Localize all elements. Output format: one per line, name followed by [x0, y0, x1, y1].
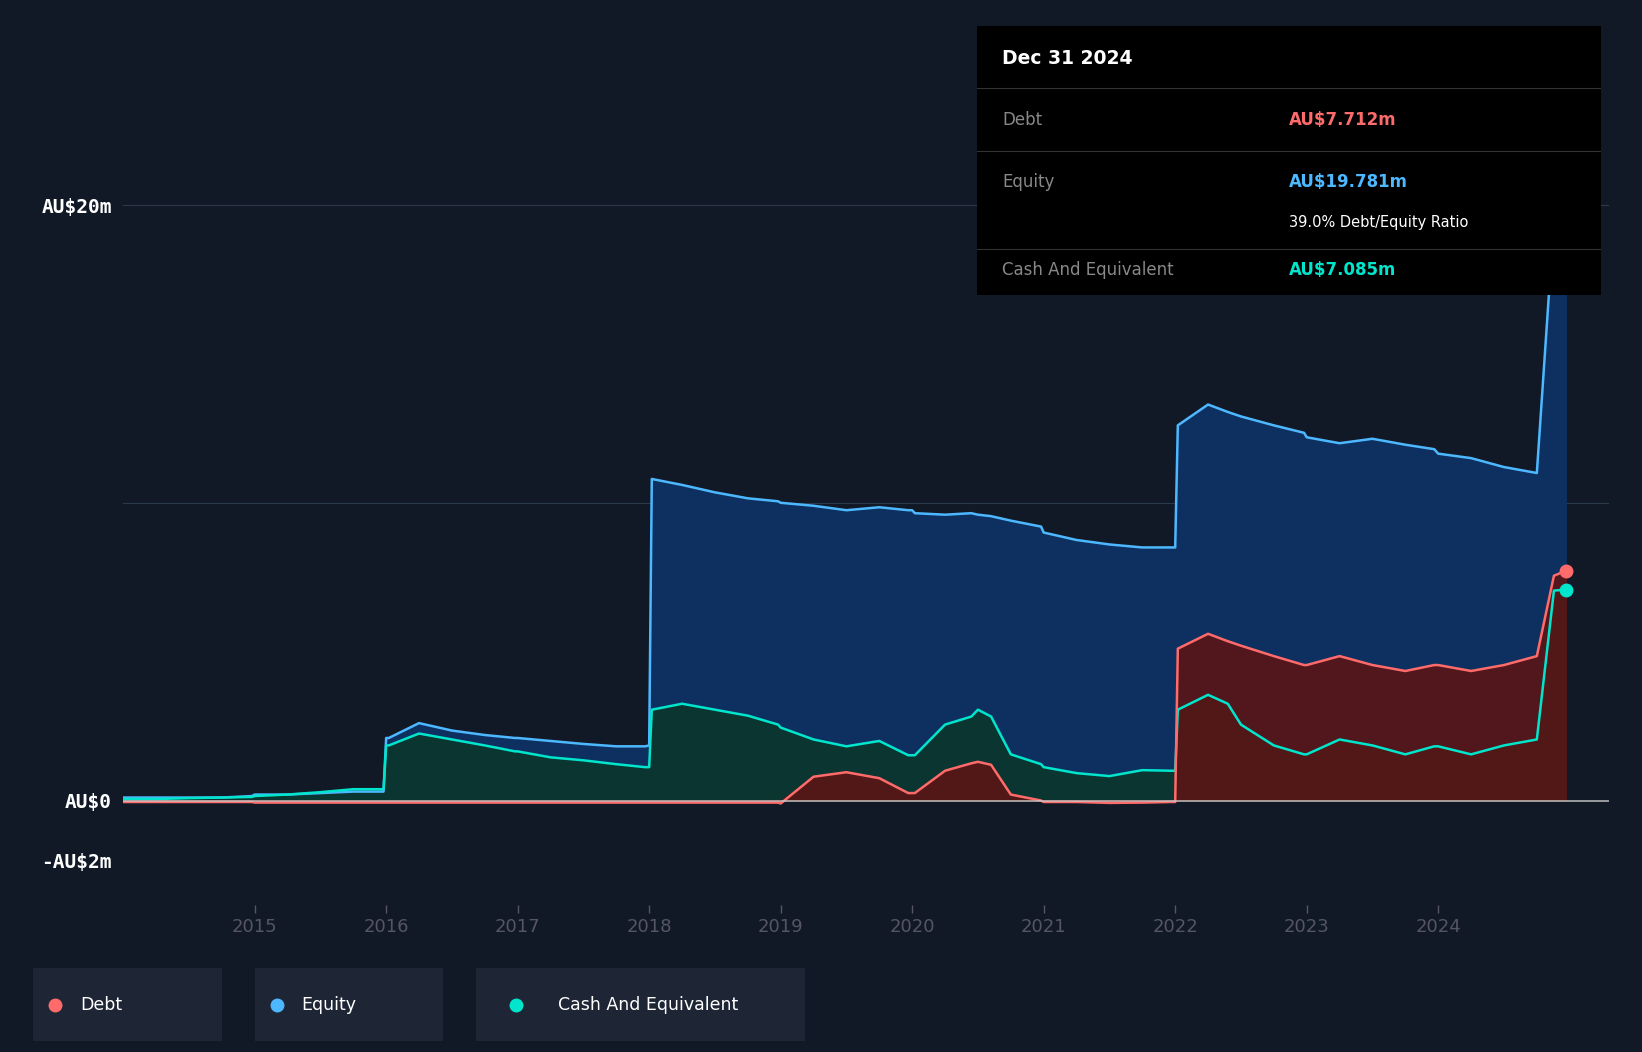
- Text: AU$19.781m: AU$19.781m: [1289, 173, 1407, 190]
- Text: Debt: Debt: [1002, 112, 1043, 129]
- Text: Equity: Equity: [302, 995, 356, 1014]
- Text: Cash And Equivalent: Cash And Equivalent: [1002, 261, 1174, 280]
- Text: AU$7.712m: AU$7.712m: [1289, 112, 1397, 129]
- Text: Cash And Equivalent: Cash And Equivalent: [558, 995, 739, 1014]
- Text: 39.0% Debt/Equity Ratio: 39.0% Debt/Equity Ratio: [1289, 215, 1468, 229]
- Text: AU$7.085m: AU$7.085m: [1289, 261, 1396, 280]
- Text: Dec 31 2024: Dec 31 2024: [1002, 49, 1133, 68]
- Text: Equity: Equity: [1002, 173, 1054, 190]
- Text: Debt: Debt: [80, 995, 122, 1014]
